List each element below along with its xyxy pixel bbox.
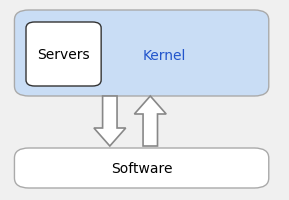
Polygon shape xyxy=(134,96,166,146)
FancyBboxPatch shape xyxy=(14,148,269,188)
FancyBboxPatch shape xyxy=(14,10,269,96)
Text: Kernel: Kernel xyxy=(143,49,186,63)
FancyBboxPatch shape xyxy=(26,22,101,86)
Text: Software: Software xyxy=(111,162,172,176)
Polygon shape xyxy=(94,96,126,146)
Text: Servers: Servers xyxy=(37,48,90,62)
